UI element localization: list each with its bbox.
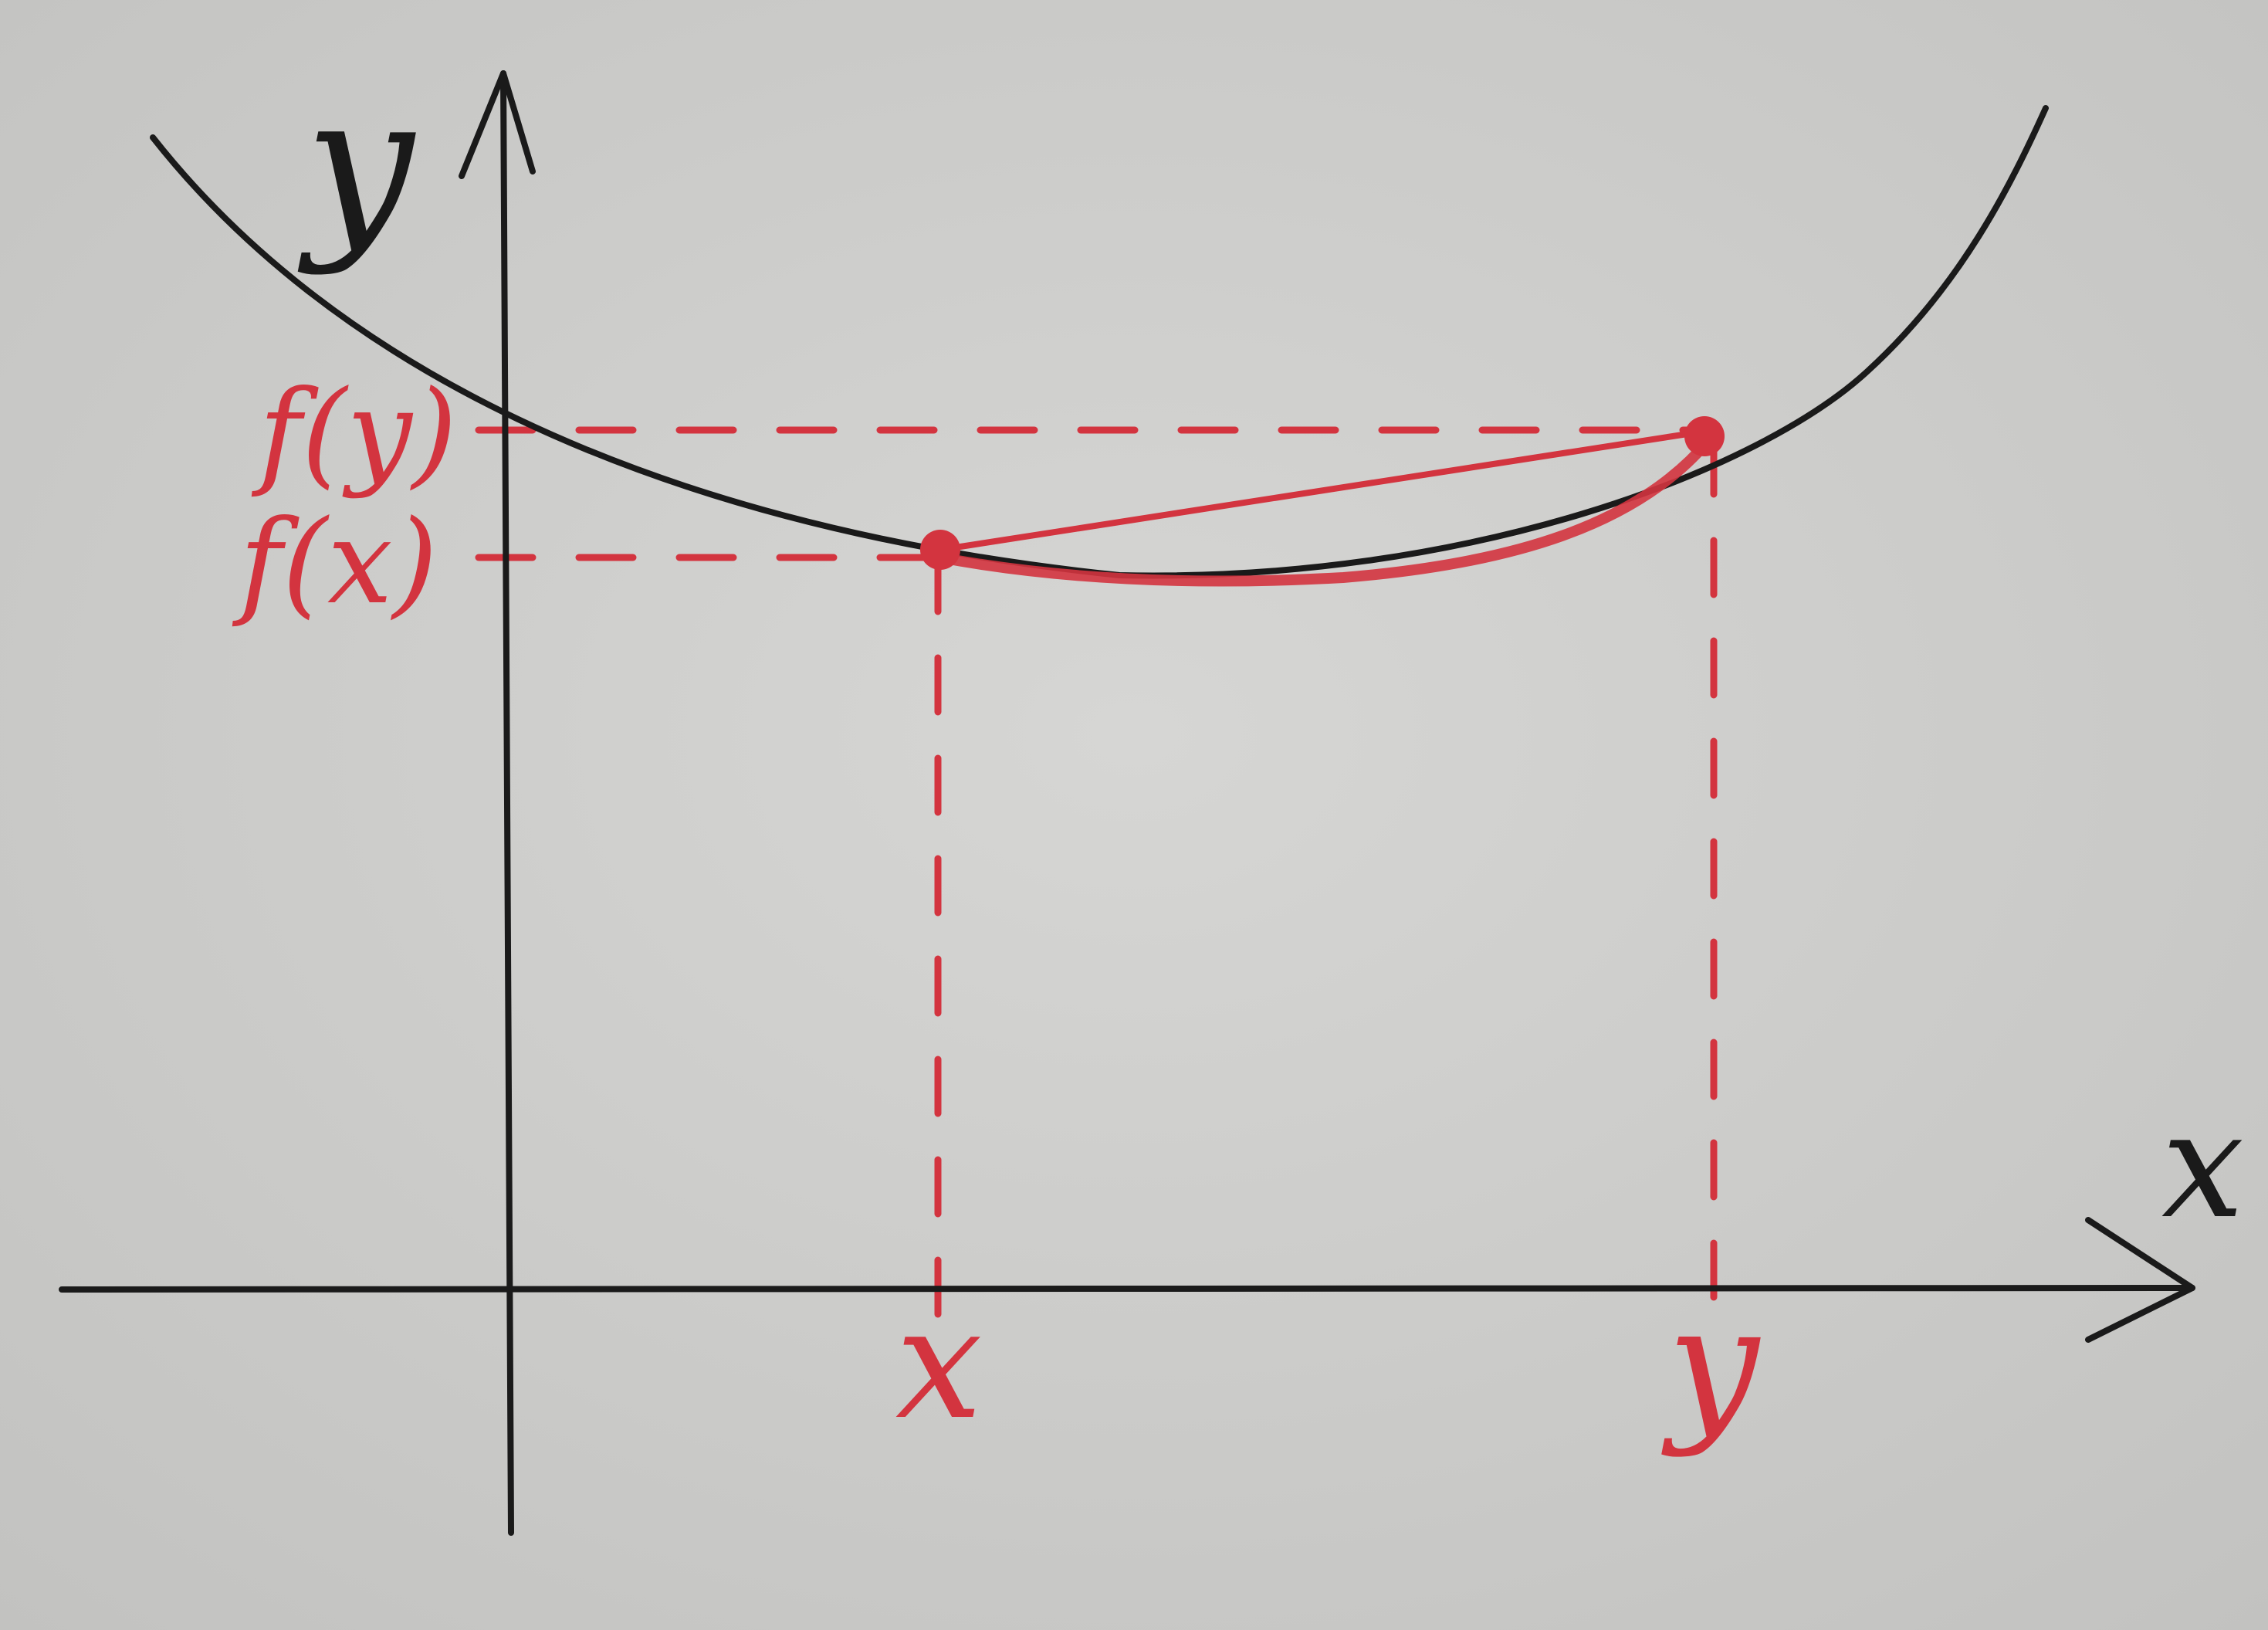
y-axis-label: y <box>297 53 416 277</box>
point-fx <box>920 530 960 570</box>
fy-label: f(y) <box>251 366 457 500</box>
point-y-label: y <box>1661 1270 1761 1459</box>
point-fy <box>1684 416 1725 456</box>
fx-label: f(x) <box>232 496 438 630</box>
y-axis-arrowhead <box>459 70 536 179</box>
highlighted-arc <box>935 436 1713 587</box>
convex-curve <box>150 105 2049 579</box>
point-x-label: x <box>895 1274 983 1454</box>
secant-chord <box>937 428 1711 553</box>
x-axis-arrowhead <box>2085 1217 2195 1343</box>
guide-lines <box>475 426 1718 1324</box>
x-axis <box>59 1285 2195 1293</box>
axes <box>59 70 2195 1536</box>
x-axis-label: x <box>2161 1080 2244 1251</box>
